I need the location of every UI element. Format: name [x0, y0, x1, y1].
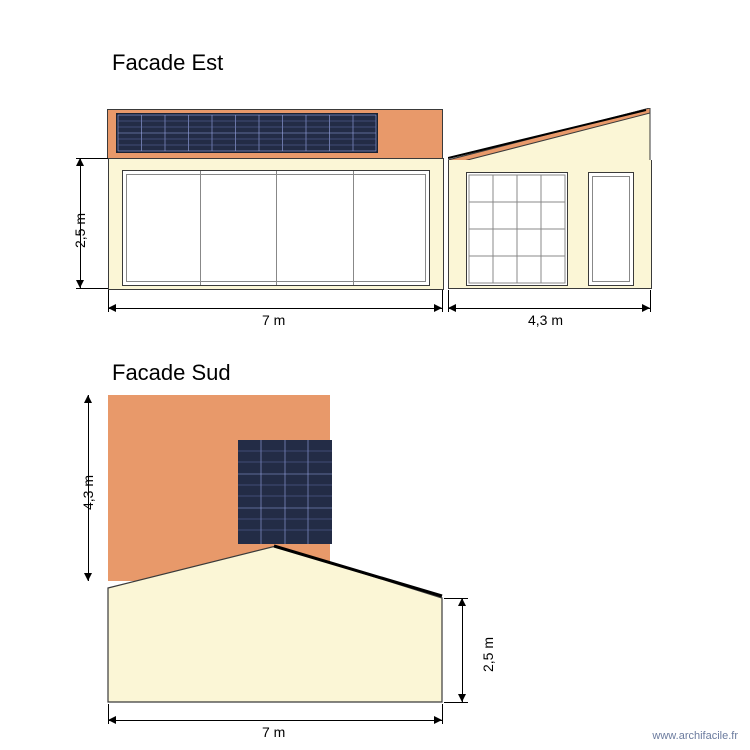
dim-tick: [76, 288, 108, 289]
south-solar-panels: [238, 440, 332, 544]
dim-east-width-line: [108, 308, 442, 309]
east-annex-side-door: [588, 172, 634, 286]
dim-south-wall-line: [462, 598, 463, 702]
dim-arrow: [84, 573, 92, 581]
dim-tick: [448, 290, 449, 312]
dim-tick: [442, 290, 443, 312]
title-south: Facade Sud: [112, 360, 231, 386]
dim-tick: [444, 598, 468, 599]
dim-tick: [444, 702, 468, 703]
east-sliding-doors: [122, 170, 430, 286]
dim-east-annex-line: [448, 308, 650, 309]
dim-arrow: [76, 280, 84, 288]
dim-arrow: [108, 716, 116, 724]
dim-arrow: [434, 304, 442, 312]
dim-south-height: 4,3 m: [80, 475, 96, 510]
dim-arrow: [434, 716, 442, 724]
dim-arrow: [84, 395, 92, 403]
dim-tick: [108, 290, 109, 312]
dim-arrow: [458, 598, 466, 606]
title-east: Facade Est: [112, 50, 223, 76]
dim-tick: [108, 704, 109, 724]
dim-east-height: 2,5 m: [72, 213, 88, 248]
dim-arrow: [642, 304, 650, 312]
dim-south-width: 7 m: [262, 724, 285, 740]
east-annex-door: [466, 172, 568, 286]
dim-east-annex: 4,3 m: [528, 312, 563, 328]
dim-tick: [76, 158, 108, 159]
dim-arrow: [448, 304, 456, 312]
dim-south-wall: 2,5 m: [480, 637, 496, 672]
dim-east-width: 7 m: [262, 312, 285, 328]
source-credit: www.archifacile.fr: [652, 730, 738, 742]
page: Facade Est: [0, 0, 750, 750]
dim-arrow: [76, 158, 84, 166]
dim-tick: [442, 704, 443, 724]
south-wall: [106, 540, 446, 705]
east-solar-panels: [116, 113, 378, 153]
dim-arrow: [458, 694, 466, 702]
dim-tick: [650, 290, 651, 312]
dim-south-width-line: [108, 720, 442, 721]
dim-arrow: [108, 304, 116, 312]
